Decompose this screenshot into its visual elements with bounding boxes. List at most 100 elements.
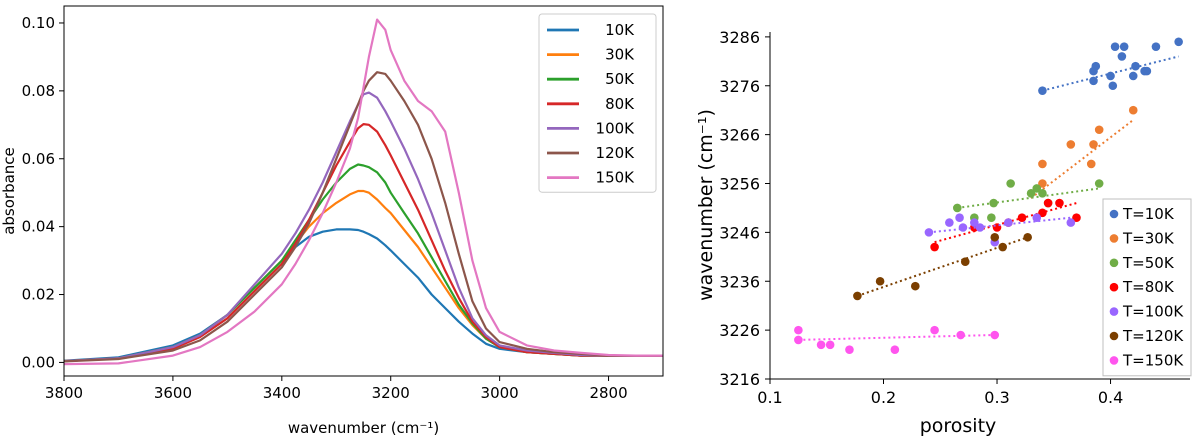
data-point-T=10K	[1131, 61, 1140, 71]
data-point-T=150K	[890, 345, 900, 354]
data-point-T=50K	[989, 198, 998, 208]
data-point-T=30K	[1038, 179, 1047, 188]
x-tick-label: 2800	[589, 384, 627, 402]
data-point-T=50K	[1038, 188, 1047, 198]
x-tick-label: 0.2	[871, 388, 896, 407]
x-tick-label: 3000	[481, 384, 519, 402]
y-tick-label: 3216	[719, 370, 760, 389]
data-point-T=10K	[1106, 71, 1115, 81]
fit-line-T=50K	[957, 187, 1100, 209]
data-point-T=120K	[910, 281, 920, 291]
data-point-T=30K	[1089, 140, 1098, 149]
legend-marker	[1109, 209, 1119, 219]
x-axis-label: porosity	[920, 415, 997, 437]
data-point-T=100K	[1004, 218, 1013, 227]
data-point-T=10K	[1108, 81, 1118, 91]
legend-label: T=150K	[1122, 351, 1184, 369]
data-point-T=100K	[955, 213, 964, 223]
data-point-T=100K	[975, 223, 985, 232]
data-point-T=10K	[1091, 61, 1101, 71]
x-tick-label: 0.3	[984, 388, 1009, 407]
y-tick-label: 3266	[719, 126, 760, 145]
legend-label: T=100K	[1122, 303, 1184, 321]
series-line-120K	[63, 71, 663, 363]
data-point-T=10K	[1119, 42, 1129, 51]
data-point-T=80K	[1072, 213, 1081, 223]
data-point-T=150K	[794, 335, 803, 345]
y-tick-label: 3226	[719, 321, 760, 340]
fit-line-T=30K	[1030, 119, 1134, 199]
x-tick-label: 3400	[263, 384, 301, 402]
data-point-T=80K	[1043, 198, 1053, 208]
legend-label: 10K	[605, 21, 635, 39]
y-tick-label: 0.00	[22, 353, 55, 371]
legend-label: 100K	[596, 119, 636, 137]
data-point-T=30K	[1094, 125, 1104, 135]
data-point-T=80K	[1017, 213, 1027, 223]
data-point-T=10K	[1110, 42, 1120, 51]
data-point-T=150K	[956, 330, 966, 340]
data-point-T=30K	[1066, 140, 1076, 149]
series-line-30K	[63, 189, 663, 363]
legend-label: T=120K	[1122, 327, 1184, 345]
data-point-T=100K	[958, 223, 968, 232]
x-axis-label: wavenumber (cm⁻¹)	[288, 419, 439, 437]
legend-label: 30K	[605, 46, 635, 64]
series-line-10K	[63, 228, 663, 362]
wavenumber-vs-porosity-chart: 0.1 0.2 0.3 0.4 3216 3226 3236 3246 3256 3266 3276…	[695, 28, 1192, 437]
data-point-T=10K	[1128, 71, 1138, 81]
y-tick-label: 3256	[719, 175, 760, 194]
data-point-T=80K	[1055, 198, 1064, 208]
x-tick-label: 3600	[154, 384, 192, 402]
series-line-80K	[63, 123, 663, 363]
data-point-T=30K	[1086, 159, 1096, 169]
data-point-T=10K	[1089, 76, 1098, 86]
absorbance-spectra-chart: 3800 3600 3400 3200 3000 2800 0.00 0.02 0.04 0.06…	[0, 5, 664, 437]
y-axis-label: wavenumber (cm⁻¹)	[695, 109, 717, 301]
legend-label: 120K	[596, 144, 636, 162]
legend-marker	[1109, 331, 1119, 341]
data-point-T=120K	[875, 276, 885, 286]
data-point-T=150K	[990, 330, 1000, 340]
data-point-T=50K	[952, 203, 962, 213]
x-tick-label: 0.4	[1098, 388, 1123, 407]
y-tick-label: 0.10	[22, 14, 55, 32]
data-point-T=10K	[1174, 37, 1183, 47]
legend-marker	[1109, 258, 1119, 268]
data-point-T=120K	[960, 257, 970, 267]
legend-label: T=10K	[1122, 205, 1175, 223]
x-tick-label: 3800	[45, 384, 83, 402]
legend-label: T=30K	[1122, 229, 1175, 247]
data-point-T=120K	[1023, 232, 1032, 242]
y-tick-label: 3236	[719, 272, 760, 291]
y-tick-label: 0.04	[22, 218, 55, 236]
y-tick-label: 0.08	[22, 82, 55, 100]
data-point-T=50K	[1026, 188, 1036, 198]
data-point-T=100K	[970, 218, 979, 227]
data-point-T=50K	[1094, 179, 1104, 188]
y-axis-label: absorbance	[0, 147, 18, 235]
data-point-T=30K	[1128, 105, 1138, 115]
data-point-T=10K	[1038, 86, 1047, 95]
data-point-T=150K	[816, 340, 826, 350]
fit-line-T=150K	[798, 334, 995, 341]
x-tick-label: 0.1	[757, 388, 782, 407]
data-point-T=120K	[853, 291, 862, 301]
legend-label: 80K	[605, 95, 635, 113]
data-point-T=10K	[1117, 52, 1127, 61]
data-point-T=50K	[987, 213, 996, 223]
data-point-T=100K	[1066, 218, 1076, 227]
y-tick-label: 3276	[719, 77, 760, 96]
legend-label: T=80K	[1122, 278, 1175, 296]
y-tick-label: 3286	[719, 28, 760, 47]
legend-marker	[1109, 282, 1119, 292]
plot-frame	[63, 5, 664, 377]
x-tick-label: 3200	[372, 384, 410, 402]
data-point-T=100K	[1032, 213, 1042, 223]
legend-marker	[1109, 307, 1119, 316]
y-tick-label: 0.06	[22, 150, 55, 168]
data-point-T=30K	[1038, 159, 1047, 169]
y-tick-label: 0.02	[22, 286, 55, 304]
data-point-T=100K	[924, 228, 934, 237]
